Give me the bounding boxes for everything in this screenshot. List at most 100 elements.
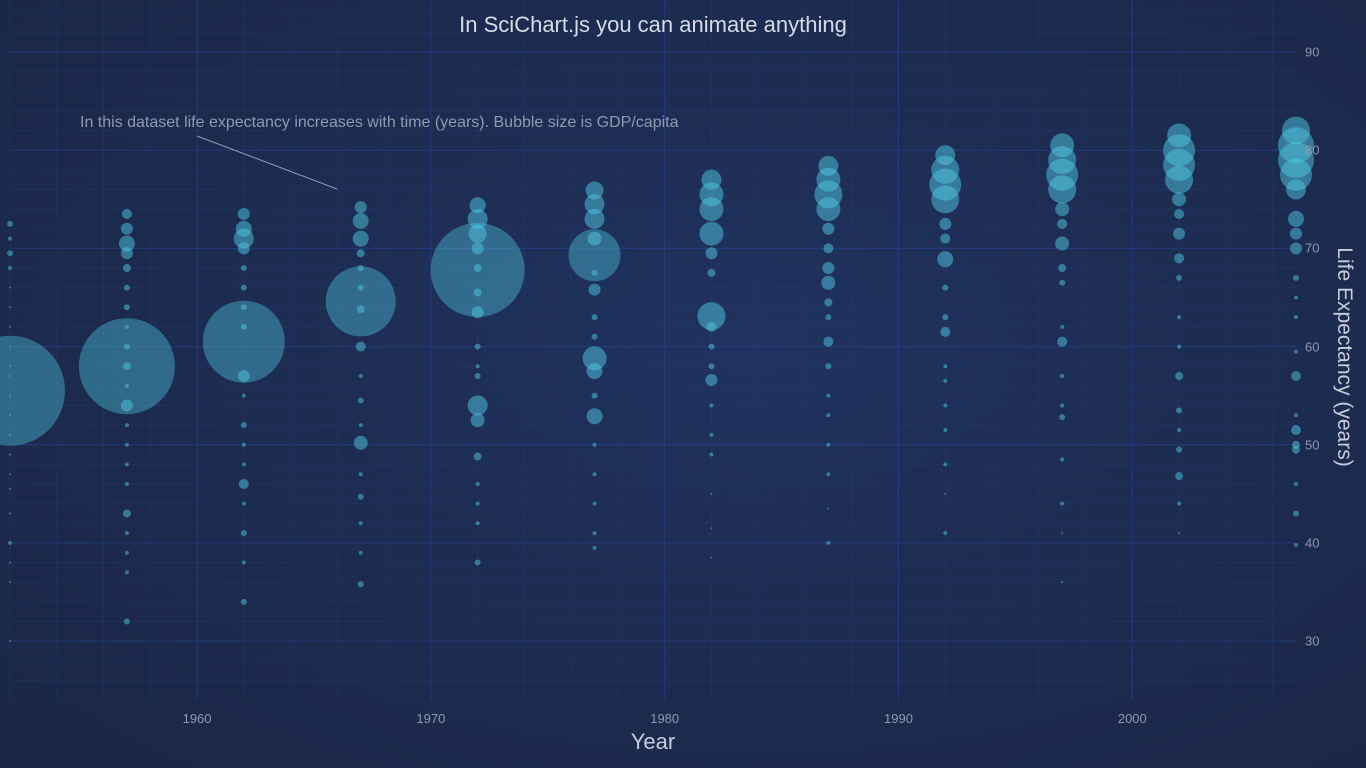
bubble-1957 — [124, 423, 129, 428]
bubble-1987 — [826, 393, 831, 398]
bubble-1967 — [355, 341, 366, 352]
bubble-1962 — [238, 479, 249, 490]
bubble-1967 — [357, 397, 364, 404]
bubble-1977 — [592, 545, 597, 550]
bubble-1952 — [9, 640, 11, 643]
bubble-1962 — [237, 370, 250, 383]
y-tick-label: 60 — [1305, 339, 1320, 355]
bubble-1972 — [474, 373, 481, 380]
bubble-1977 — [592, 472, 597, 477]
bubble-1957 — [120, 247, 133, 260]
bubble-1997 — [1057, 336, 1068, 347]
bubble-1962 — [240, 265, 247, 272]
bubble-1962 — [240, 530, 247, 537]
bubble-1987 — [827, 507, 830, 510]
bubble-1982 — [708, 363, 715, 370]
bubble-1957 — [123, 343, 130, 350]
bubble-1967 — [358, 374, 363, 379]
bubble-1952 — [9, 453, 11, 456]
bubble-1957 — [124, 570, 129, 575]
y-tick-label: 70 — [1305, 240, 1320, 256]
bubble-1992 — [940, 326, 951, 337]
bubble-1992 — [943, 364, 948, 369]
bubble-2002 — [1177, 315, 1182, 320]
bubble-1997 — [1060, 324, 1065, 329]
bubble-1967 — [357, 265, 364, 272]
bubble-1967 — [356, 249, 365, 258]
bubble-2002 — [1178, 532, 1181, 535]
bubble-1967 — [357, 581, 364, 588]
bubble-1977 — [585, 181, 604, 200]
bubble-1992 — [939, 217, 952, 230]
bubble-2007 — [1293, 274, 1299, 281]
bubble-1952 — [9, 433, 11, 436]
bubble-1987 — [826, 540, 831, 545]
bubble-1967 — [354, 201, 367, 214]
bubble-1982 — [705, 247, 718, 260]
bubble-1952 — [0, 335, 65, 446]
bubble-1987 — [822, 222, 835, 235]
bubble-1977 — [591, 392, 598, 399]
bubble-2007 — [1282, 116, 1310, 145]
bubble-1962 — [240, 598, 247, 605]
bubble-1977 — [591, 269, 598, 276]
bubble-1977 — [586, 363, 603, 380]
chart-title: In SciChart.js you can animate anything — [459, 12, 847, 37]
bubble-2007 — [1294, 413, 1298, 418]
bubble-1987 — [822, 262, 835, 275]
bubble-1952 — [9, 286, 11, 289]
bubble-2002 — [1176, 274, 1183, 281]
bubble-1997 — [1060, 457, 1065, 462]
bubble-1967 — [352, 230, 369, 247]
bubble-1957 — [124, 550, 129, 555]
bubble-1992 — [942, 284, 949, 291]
bubble-2007 — [1293, 510, 1299, 517]
bubble-1982 — [709, 432, 714, 437]
bubble-1987 — [823, 243, 834, 254]
annotation-line — [196, 135, 338, 190]
bubble-1967 — [325, 266, 396, 337]
bubble-2002 — [1177, 501, 1182, 506]
bubble-1977 — [586, 408, 603, 425]
bubble-1952 — [8, 540, 12, 545]
bubble-1977 — [592, 442, 597, 447]
bubble-2002 — [1175, 372, 1184, 381]
bubble-1977 — [587, 231, 602, 246]
bubble-1977 — [584, 194, 605, 215]
bubble-1982 — [709, 403, 714, 408]
bubble-1972 — [474, 559, 481, 566]
bubble-1972 — [470, 413, 485, 428]
bubble-1957 — [124, 383, 129, 388]
bubble-2002 — [1167, 123, 1192, 148]
bubble-1952 — [7, 220, 13, 227]
x-tick-label: 1970 — [416, 711, 446, 726]
bubble-1982 — [701, 169, 722, 190]
bubble-2002 — [1175, 472, 1184, 481]
bubble-1967 — [357, 284, 364, 291]
bubble-1962 — [240, 422, 247, 429]
bubble-1967 — [358, 550, 363, 555]
bubble-1997 — [1048, 175, 1077, 204]
bubble-2002 — [1173, 227, 1186, 240]
bubble-1982 — [710, 556, 713, 559]
bubble-1952 — [9, 487, 11, 490]
bubble-1977 — [588, 283, 601, 296]
bubble-1972 — [473, 452, 482, 461]
bubble-1992 — [940, 233, 951, 244]
bubble-1952 — [9, 581, 11, 584]
bubble-1972 — [467, 395, 488, 416]
bubble-1982 — [699, 197, 724, 222]
bubble-1962 — [241, 393, 246, 398]
bubble-2007 — [1291, 371, 1301, 382]
y-tick-label: 50 — [1305, 437, 1320, 453]
bubble-1992 — [944, 492, 947, 495]
bubble-1952 — [9, 473, 11, 476]
bubbles — [0, 116, 1314, 643]
bubble-1977 — [582, 346, 607, 371]
bubble-1992 — [935, 145, 956, 166]
bubble-1992 — [942, 314, 949, 321]
bubble-1962 — [237, 208, 250, 221]
bubble-2007 — [1280, 158, 1312, 191]
bubble-1952 — [8, 236, 12, 241]
bubble-1962 — [237, 242, 250, 255]
